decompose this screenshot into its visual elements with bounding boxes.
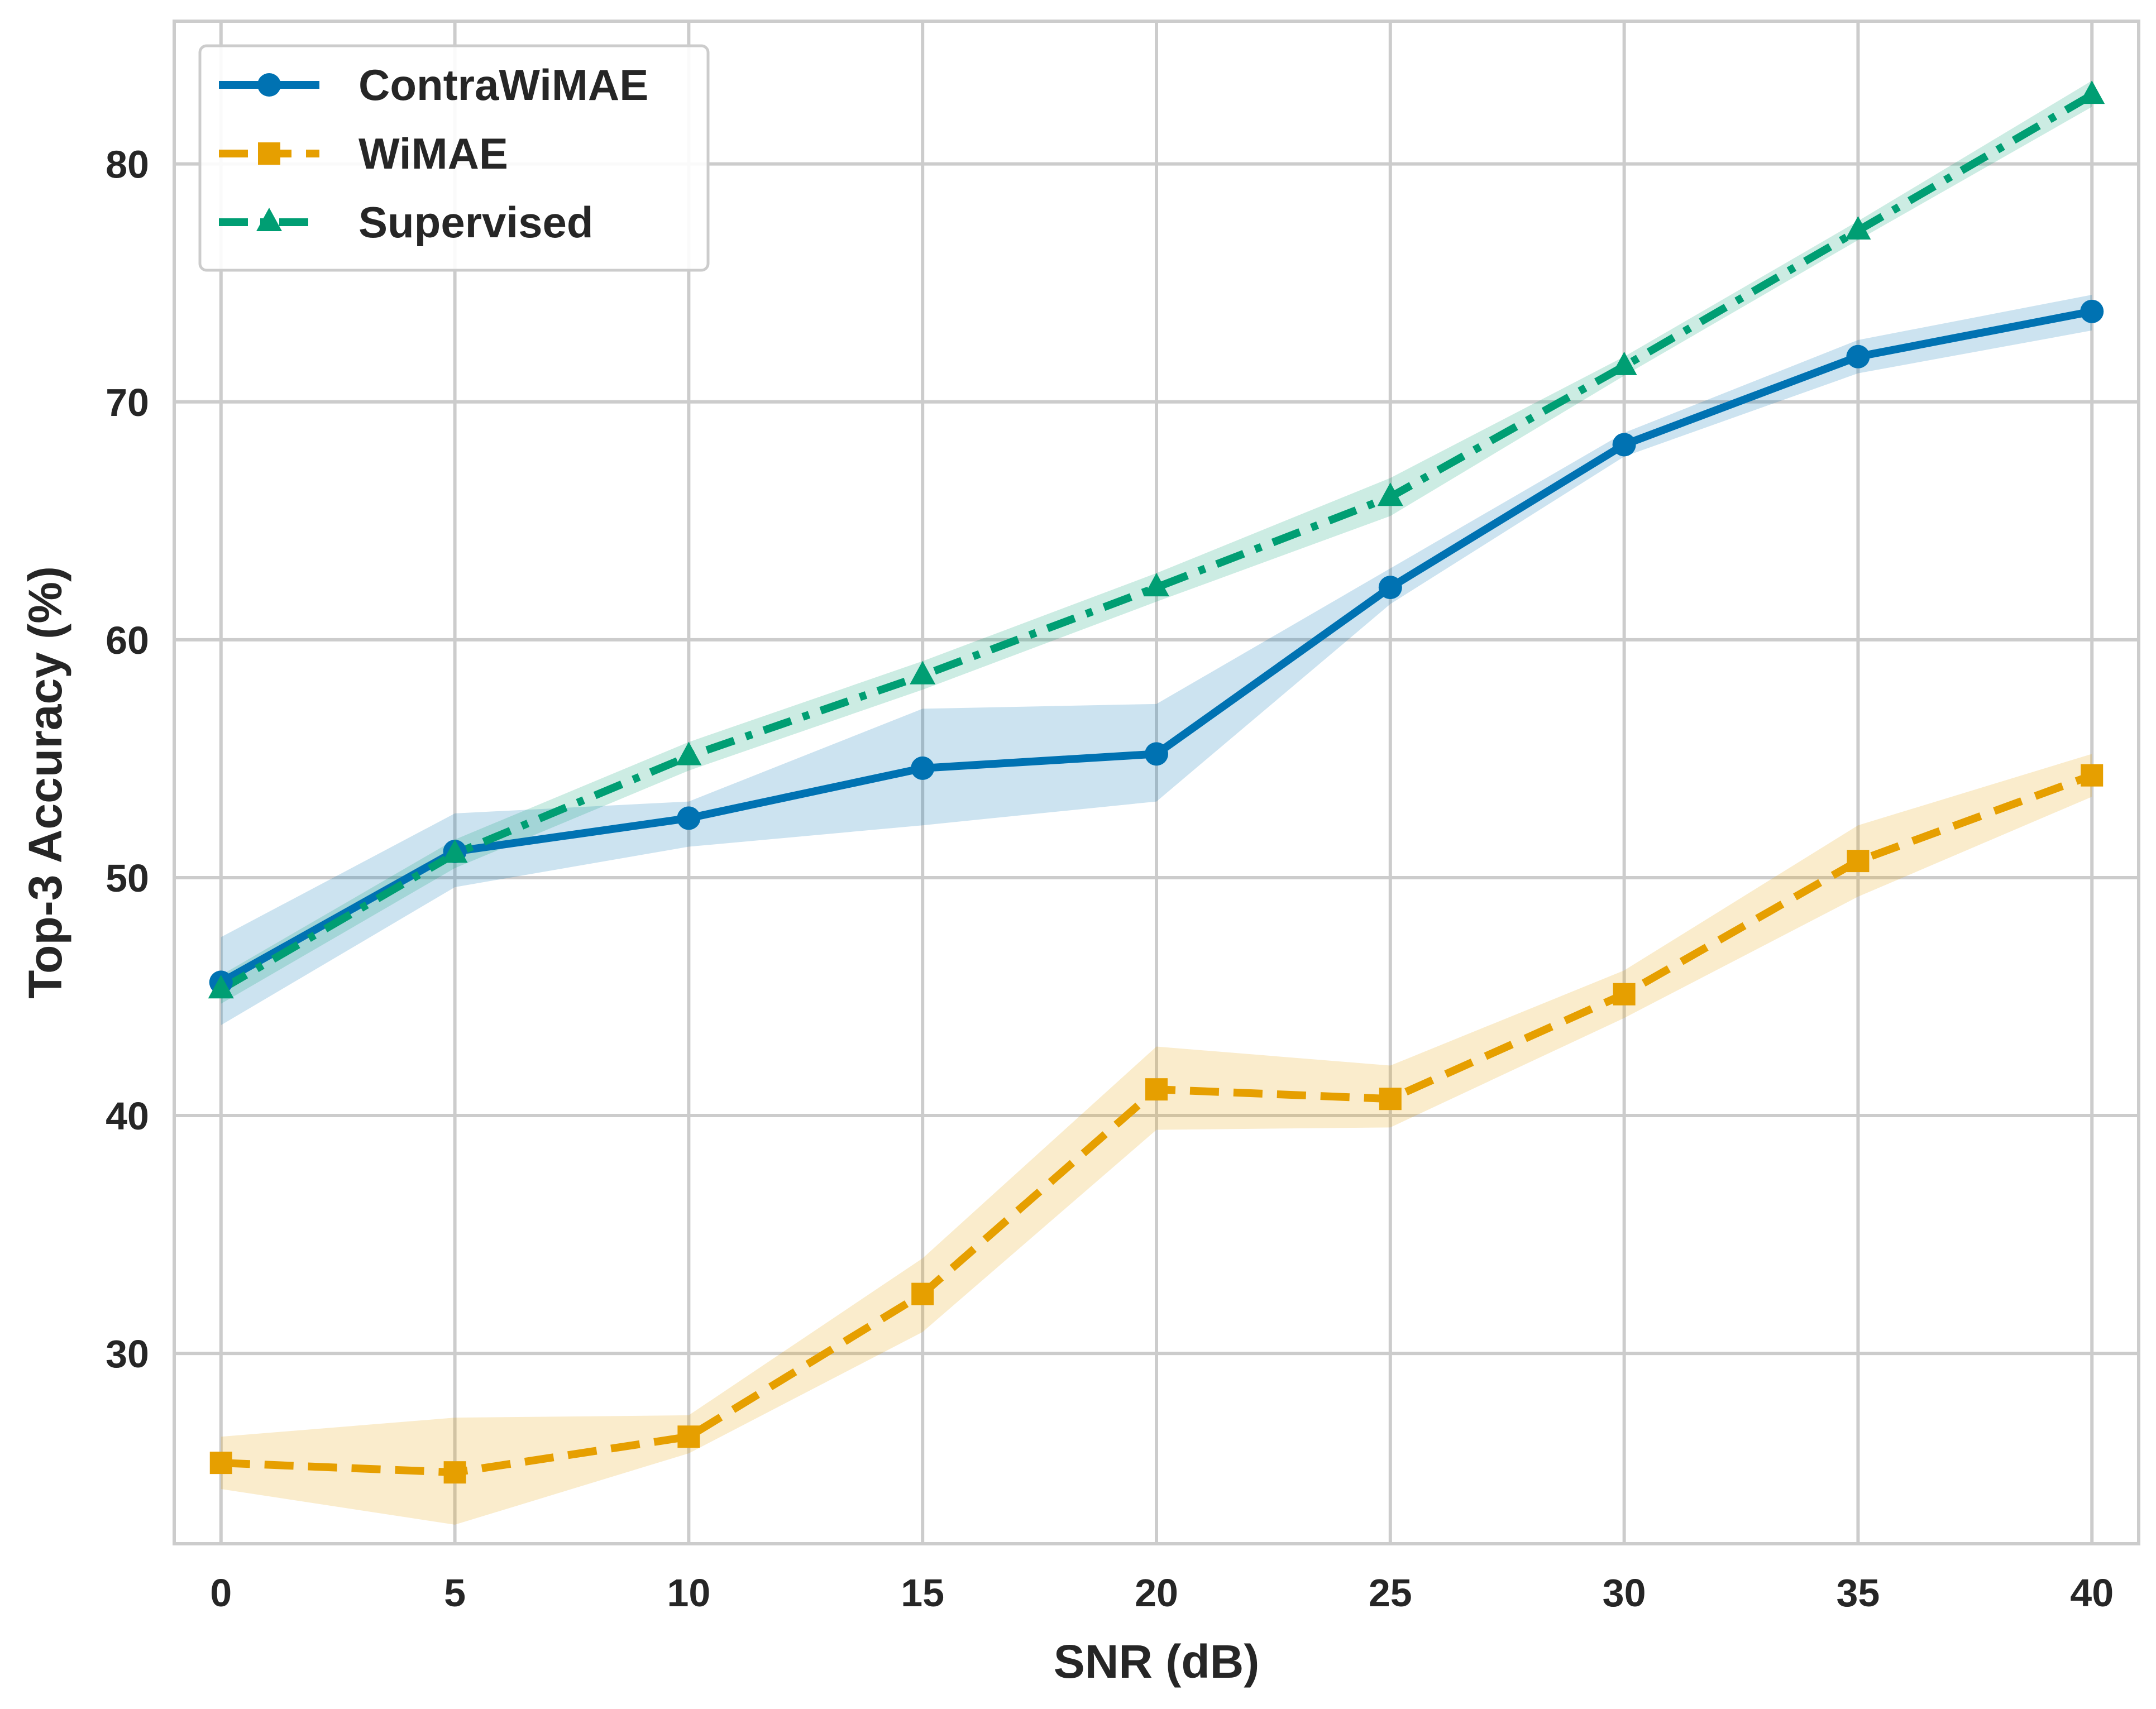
y-tick-label: 60	[106, 619, 149, 662]
supervised-point	[676, 741, 702, 765]
supervised-point	[442, 839, 468, 863]
contrawimae-point	[677, 806, 701, 830]
y-tick-label: 80	[106, 143, 149, 186]
grid	[174, 21, 2139, 1544]
contrawimae-point	[1378, 576, 1402, 600]
x-axis-ticks: 0 5 10 15 20 25 30 35 40	[210, 1571, 2114, 1615]
y-tick-label: 30	[106, 1332, 149, 1376]
series-markers	[208, 80, 2105, 1484]
wimae-point	[911, 1282, 934, 1305]
y-axis-label: Top-3 Accuracy (%)	[19, 566, 71, 999]
x-tick-label: 5	[444, 1571, 466, 1615]
x-tick-label: 20	[1135, 1571, 1178, 1615]
x-tick-label: 40	[2070, 1571, 2114, 1615]
wimae-point	[677, 1425, 700, 1448]
contrawimae-point	[1612, 433, 1636, 457]
contrawimae-point	[1145, 742, 1168, 766]
legend-box	[198, 44, 710, 272]
x-tick-label: 0	[210, 1571, 232, 1615]
confidence-bands	[221, 80, 2092, 1525]
wimae-point	[443, 1461, 466, 1484]
x-axis-label: SNR (dB)	[1054, 1635, 1260, 1688]
y-tick-label: 40	[106, 1094, 149, 1138]
wimae-point	[1145, 1078, 1168, 1101]
wimae-point	[1613, 983, 1636, 1006]
supervised-point	[1611, 351, 1637, 375]
x-tick-label: 35	[1836, 1571, 1880, 1615]
x-tick-label: 10	[667, 1571, 710, 1615]
legend-contrawimae-label: ContraWiMAE	[358, 60, 648, 109]
contrawimae-point	[911, 756, 935, 780]
y-tick-label: 50	[106, 856, 149, 900]
x-tick-label: 25	[1369, 1571, 1412, 1615]
contrawimae-point	[2080, 299, 2104, 323]
contrawimae-band	[221, 295, 2092, 1026]
wimae-point	[2081, 764, 2104, 787]
wimae-point	[1847, 850, 1870, 873]
x-tick-label: 30	[1603, 1571, 1646, 1615]
wimae-band	[221, 754, 2092, 1525]
plot-frame	[173, 20, 2140, 1545]
legend-wimae-label: WiMAE	[358, 129, 508, 178]
wimae-point	[209, 1452, 232, 1475]
y-tick-label: 70	[106, 381, 149, 424]
supervised-point	[2079, 80, 2105, 104]
supervised-point	[910, 660, 936, 684]
legend-supervised-marker	[256, 208, 282, 231]
x-tick-label: 15	[901, 1571, 944, 1615]
contrawimae-point	[1846, 344, 1870, 368]
supervised-point	[1144, 573, 1169, 597]
y-axis-ticks: 30 40 50 60 70 80	[106, 143, 149, 1376]
supervised-point	[1845, 216, 1871, 240]
supervised-point	[208, 975, 234, 999]
wimae-point	[1379, 1088, 1402, 1110]
legend-wimae-marker	[258, 142, 280, 165]
legend-supervised-label: Supervised	[358, 198, 594, 247]
legend: ContraWiMAE WiMAE Supervised	[198, 44, 710, 272]
supervised-point	[1377, 482, 1403, 506]
legend-contrawimae-marker	[257, 73, 281, 97]
